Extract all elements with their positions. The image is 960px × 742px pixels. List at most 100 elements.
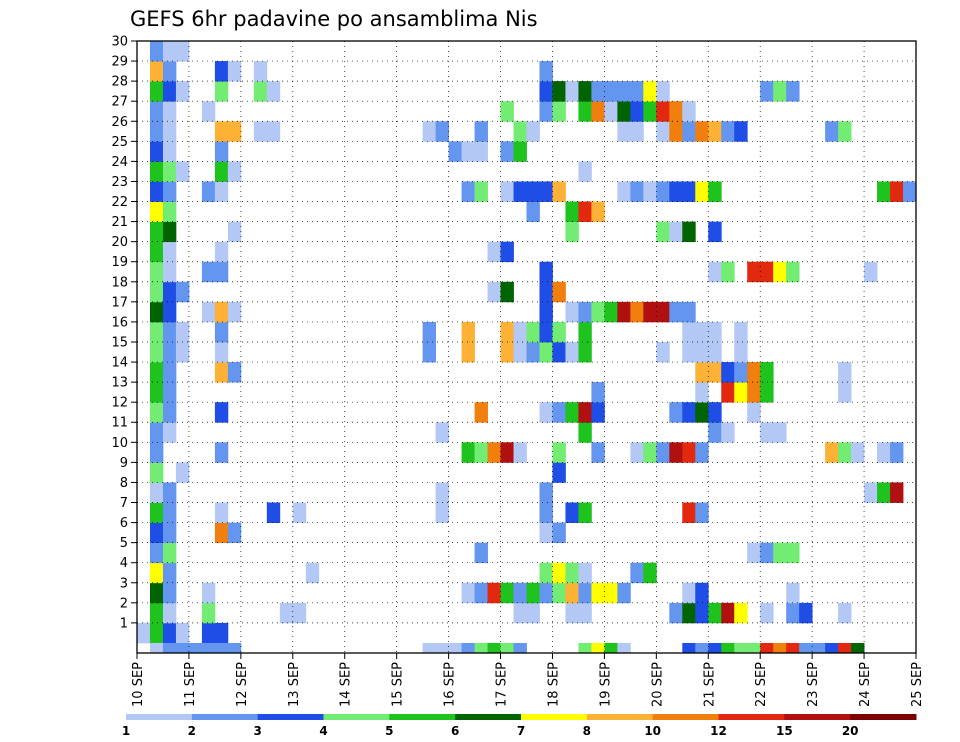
heatmap-cell [201, 301, 216, 323]
heatmap-cell [487, 582, 501, 604]
heatmap-cell [630, 101, 644, 122]
heatmap-cell [695, 382, 709, 403]
heatmap-cell [682, 502, 696, 523]
x-tick-label: 11 SEP [183, 662, 198, 707]
heatmap-cell [578, 301, 592, 323]
heatmap-cell [695, 642, 709, 654]
y-axis: 1234567891011121314151617181920212223242… [111, 35, 137, 631]
heatmap-cell [890, 482, 904, 503]
heatmap-cell [552, 522, 566, 544]
heatmap-cell [292, 502, 307, 523]
heatmap-cell [773, 642, 787, 654]
heatmap-cell [591, 442, 605, 463]
heatmap-cell [214, 402, 229, 423]
heatmap-cell [630, 81, 644, 102]
x-tick-label: 10 SEP [131, 662, 146, 707]
heatmap-cell [630, 121, 644, 142]
heatmap-cell [214, 502, 229, 523]
heatmap-cell [773, 81, 787, 102]
y-tick-label: 10 [111, 436, 128, 451]
heatmap-cell [149, 81, 164, 102]
heatmap-cell [825, 642, 839, 654]
heatmap-cell [578, 642, 592, 654]
heatmap-cell [760, 261, 774, 283]
y-tick-label: 17 [111, 295, 128, 310]
heatmap-cell [149, 181, 164, 202]
heatmap-cell [305, 562, 320, 584]
heatmap-cell [149, 542, 164, 564]
heatmap-cell [825, 121, 839, 142]
heatmap-cell [227, 161, 242, 182]
heatmap-cell [500, 321, 514, 343]
heatmap-cells [137, 41, 917, 654]
heatmap-cell [539, 281, 553, 303]
x-tick-label: 13 SEP [287, 662, 302, 707]
heatmap-cell [604, 642, 618, 654]
heatmap-cell [214, 121, 229, 142]
heatmap-cell [669, 181, 683, 202]
heatmap-cell [643, 562, 657, 584]
legend-level-label: 4 [319, 724, 327, 738]
heatmap-cell [877, 442, 891, 463]
heatmap-cell [591, 382, 605, 403]
heatmap-cell [474, 181, 488, 202]
heatmap-cell [552, 181, 566, 202]
heatmap-cell [149, 201, 164, 222]
heatmap-cell [695, 402, 709, 423]
heatmap-cell [162, 281, 177, 303]
heatmap-cell [266, 81, 281, 102]
heatmap-cell [201, 602, 216, 624]
heatmap-cell [162, 382, 177, 403]
y-tick-label: 23 [111, 175, 128, 190]
heatmap-cell [422, 642, 437, 654]
heatmap-cell [279, 602, 294, 624]
heatmap-cell [552, 281, 566, 303]
heatmap-cell [266, 121, 281, 142]
y-tick-label: 8 [120, 476, 128, 491]
legend-level-label: 15 [776, 724, 793, 738]
heatmap-cell [617, 642, 631, 654]
heatmap-cell [695, 442, 709, 463]
heatmap-cell [877, 482, 891, 503]
x-tick-label: 21 SEP [702, 662, 717, 707]
heatmap-cell [422, 121, 437, 142]
heatmap-cell [695, 341, 709, 363]
heatmap-cell [513, 341, 527, 363]
x-tick-label: 24 SEP [858, 662, 873, 707]
heatmap-cell [149, 301, 164, 323]
heatmap-cell [149, 642, 164, 654]
legend-swatch [389, 714, 456, 720]
heatmap-cell [695, 121, 709, 142]
x-tick-label: 19 SEP [598, 662, 613, 707]
heatmap-cell [526, 602, 540, 624]
legend-swatch [323, 714, 390, 720]
legend-swatch [191, 714, 259, 720]
heatmap-cell [591, 81, 605, 102]
heatmap-cell [656, 341, 670, 363]
heatmap-cell [500, 442, 514, 463]
heatmap-cell [487, 281, 501, 303]
heatmap-cell [682, 642, 696, 654]
heatmap-cell [266, 502, 281, 523]
heatmap-cell [656, 101, 670, 122]
heatmap-cell [162, 141, 177, 162]
heatmap-cell [487, 442, 501, 463]
heatmap-cell [214, 522, 229, 544]
heatmap-cell [461, 442, 475, 463]
heatmap-cell [500, 241, 514, 263]
heatmap-cell [617, 181, 631, 202]
heatmap-cell [695, 502, 709, 523]
heatmap-cell [552, 582, 566, 604]
heatmap-cell [539, 101, 553, 122]
heatmap-cell [682, 181, 696, 202]
heatmap-cell [669, 602, 683, 624]
legend-swatch [718, 714, 785, 720]
heatmap-cell [201, 181, 216, 202]
y-tick-label: 19 [111, 255, 128, 270]
heatmap-cell [175, 41, 190, 62]
heatmap-cell [162, 261, 177, 283]
heatmap-cell [838, 602, 852, 624]
legend-swatch [652, 714, 719, 720]
heatmap-cell [162, 642, 177, 654]
heatmap-cell [565, 301, 579, 323]
